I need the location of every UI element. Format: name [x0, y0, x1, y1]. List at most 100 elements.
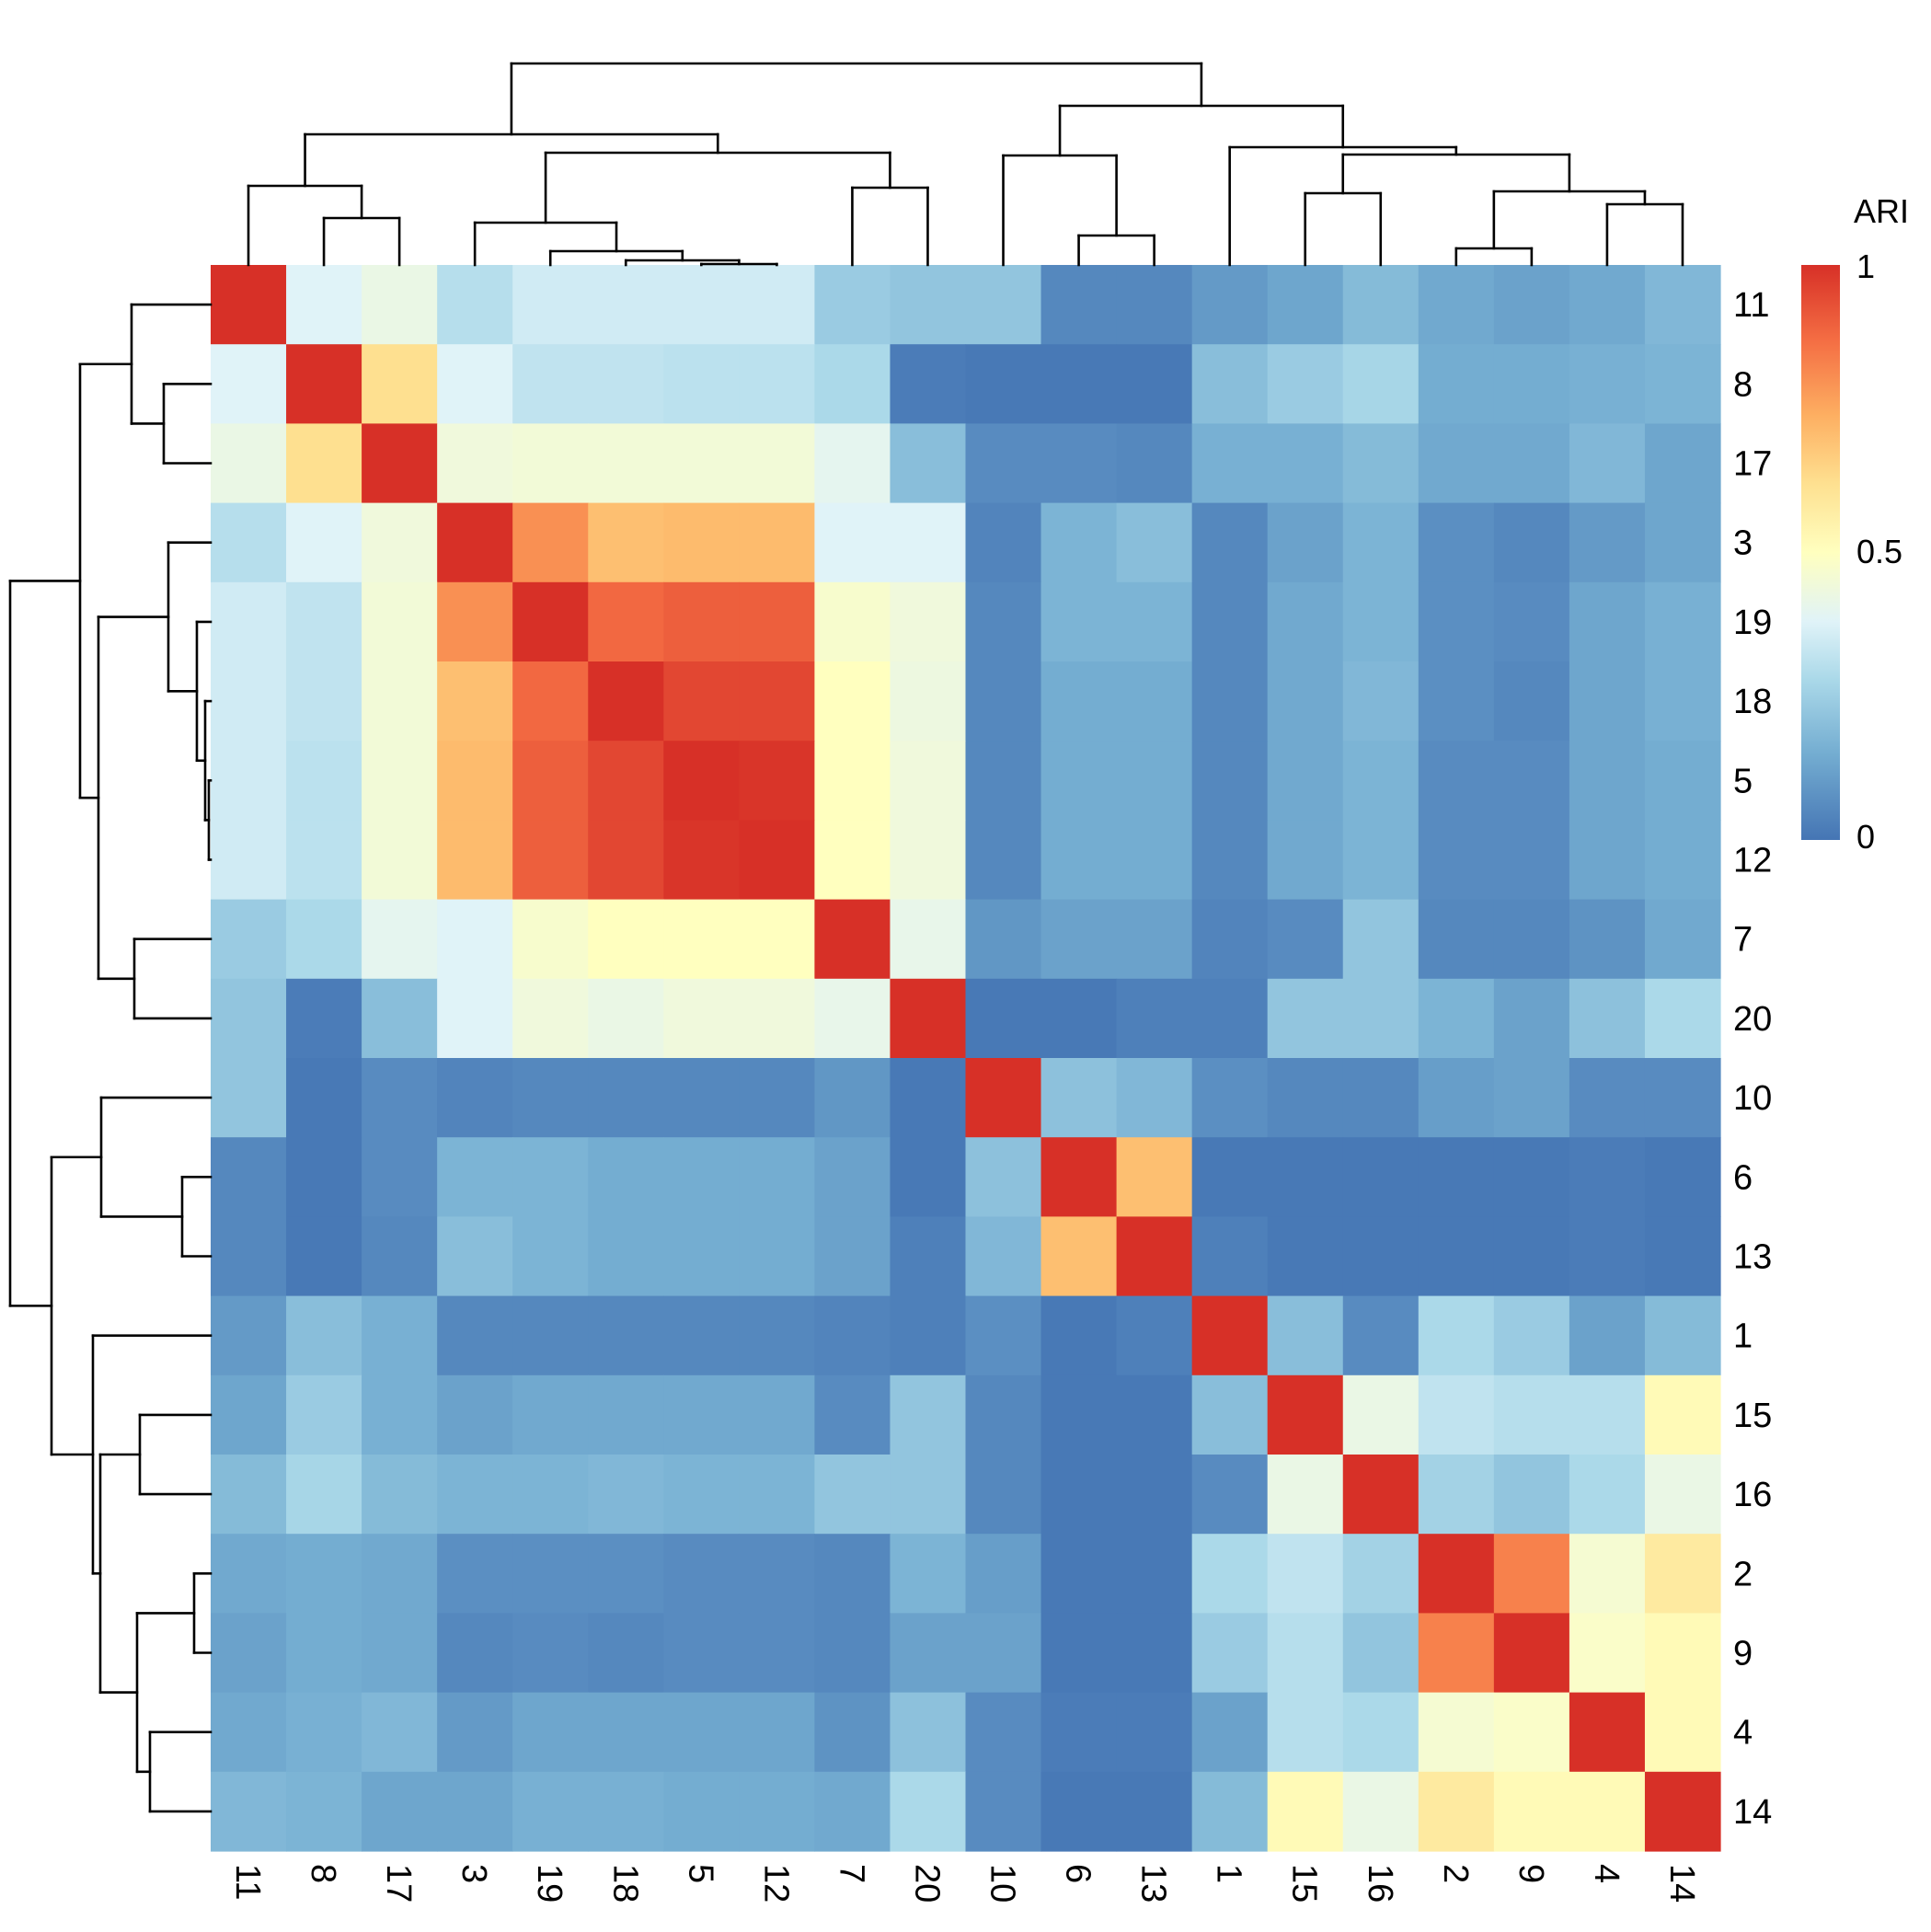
column-label: 19 [530, 1864, 569, 1903]
heatmap-cell [286, 899, 362, 980]
column-label: 3 [454, 1864, 493, 1883]
heatmap-cell [362, 502, 438, 583]
heatmap-cell [1267, 741, 1344, 821]
heatmap-cell [362, 1374, 438, 1455]
heatmap-cell [1191, 581, 1269, 662]
heatmap-cell [1191, 1374, 1269, 1455]
heatmap-cell [739, 1613, 815, 1694]
heatmap-cell [1342, 741, 1420, 821]
heatmap-cell [739, 1058, 815, 1138]
heatmap-cell [1569, 265, 1646, 345]
heatmap-cell [1644, 1058, 1721, 1138]
heatmap-cell [1644, 1692, 1721, 1773]
heatmap-cells [211, 265, 1721, 1852]
heatmap-cell [663, 1613, 740, 1694]
heatmap-cell [814, 820, 891, 901]
heatmap-cell [588, 423, 664, 504]
heatmap-cell [1493, 1692, 1570, 1773]
heatmap-cell [286, 1295, 362, 1376]
heatmap-cell [1342, 344, 1420, 424]
heatmap-cell [512, 1534, 589, 1614]
heatmap-cell [1493, 423, 1570, 504]
heatmap-cell [1569, 1137, 1646, 1217]
heatmap-cell [663, 1455, 740, 1535]
heatmap-cell [362, 1534, 438, 1614]
heatmap-cell [1116, 1295, 1193, 1376]
heatmap-cell [1569, 502, 1646, 583]
heatmap-cell [1569, 581, 1646, 662]
heatmap-cell [1644, 1216, 1721, 1297]
heatmap-cell [1116, 1374, 1193, 1455]
heatmap-cell [965, 1216, 1042, 1297]
heatmap-cell [286, 1374, 362, 1455]
heatmap-cell [965, 820, 1042, 901]
heatmap-cell [890, 423, 967, 504]
heatmap-cell [1191, 1771, 1269, 1852]
heatmap-cell [286, 820, 362, 901]
heatmap-cell [1418, 502, 1495, 583]
heatmap-cell [588, 899, 664, 980]
heatmap-cell [437, 1771, 513, 1852]
heatmap-cell [814, 1534, 891, 1614]
heatmap-cell [437, 1137, 513, 1217]
heatmap-cell [588, 1374, 664, 1455]
heatmap-cell [663, 741, 740, 821]
heatmap-cell [512, 1058, 589, 1138]
heatmap-cell [663, 1295, 740, 1376]
heatmap-cell [437, 1295, 513, 1376]
heatmap-cell [1342, 502, 1420, 583]
heatmap-cell [1267, 1295, 1344, 1376]
heatmap-cell [1644, 1295, 1721, 1376]
heatmap-cell [1342, 1692, 1420, 1773]
heatmap-cell [1644, 581, 1721, 662]
heatmap-cell [1569, 1613, 1646, 1694]
heatmap-cell [437, 1216, 513, 1297]
heatmap-cell [211, 741, 287, 821]
heatmap-cell [965, 899, 1042, 980]
heatmap-cell [663, 1216, 740, 1297]
legend-tick-0-5: 0.5 [1856, 533, 1902, 570]
heatmap-cell [437, 423, 513, 504]
heatmap-cell [663, 1771, 740, 1852]
heatmap-cell [1116, 423, 1193, 504]
heatmap-cell [512, 502, 589, 583]
heatmap-cell [1040, 1295, 1118, 1376]
heatmap-cell [1342, 265, 1420, 345]
heatmap-cell [1644, 661, 1721, 742]
heatmap-cell [1191, 1295, 1269, 1376]
heatmap-cell [814, 581, 891, 662]
heatmap-cell [1267, 1771, 1344, 1852]
heatmap-cell [814, 661, 891, 742]
row-label: 14 [1733, 1793, 1772, 1832]
heatmap-cell [814, 1692, 891, 1773]
heatmap-cell [663, 899, 740, 980]
heatmap-cell [1342, 423, 1420, 504]
heatmap-cell [437, 661, 513, 742]
heatmap-cell [1116, 1455, 1193, 1535]
heatmap-cell [211, 899, 287, 980]
heatmap-cell [1040, 1058, 1118, 1138]
heatmap-cell [286, 1455, 362, 1535]
heatmap-cell [512, 1692, 589, 1773]
heatmap-cell [588, 1058, 664, 1138]
heatmap-cell [1493, 1295, 1570, 1376]
heatmap-cell [211, 344, 287, 424]
heatmap-cell [1040, 1771, 1118, 1852]
column-label: 11 [228, 1864, 267, 1900]
heatmap-cell [437, 502, 513, 583]
column-label: 17 [379, 1864, 418, 1903]
colorbar-legend: ARI 1 0.5 0 [1801, 192, 1909, 856]
heatmap-cell [211, 1455, 287, 1535]
row-label: 3 [1733, 524, 1753, 563]
heatmap-cell [588, 661, 664, 742]
heatmap-cell [1191, 820, 1269, 901]
heatmap-cell [211, 1058, 287, 1138]
heatmap-cell [512, 661, 589, 742]
row-label: 15 [1733, 1397, 1772, 1435]
heatmap-cell [814, 1137, 891, 1217]
heatmap-cell [512, 1137, 589, 1217]
heatmap-cell [890, 344, 967, 424]
heatmap-cell [1191, 1613, 1269, 1694]
heatmap-cell [1267, 1216, 1344, 1297]
heatmap-cell [1644, 344, 1721, 424]
